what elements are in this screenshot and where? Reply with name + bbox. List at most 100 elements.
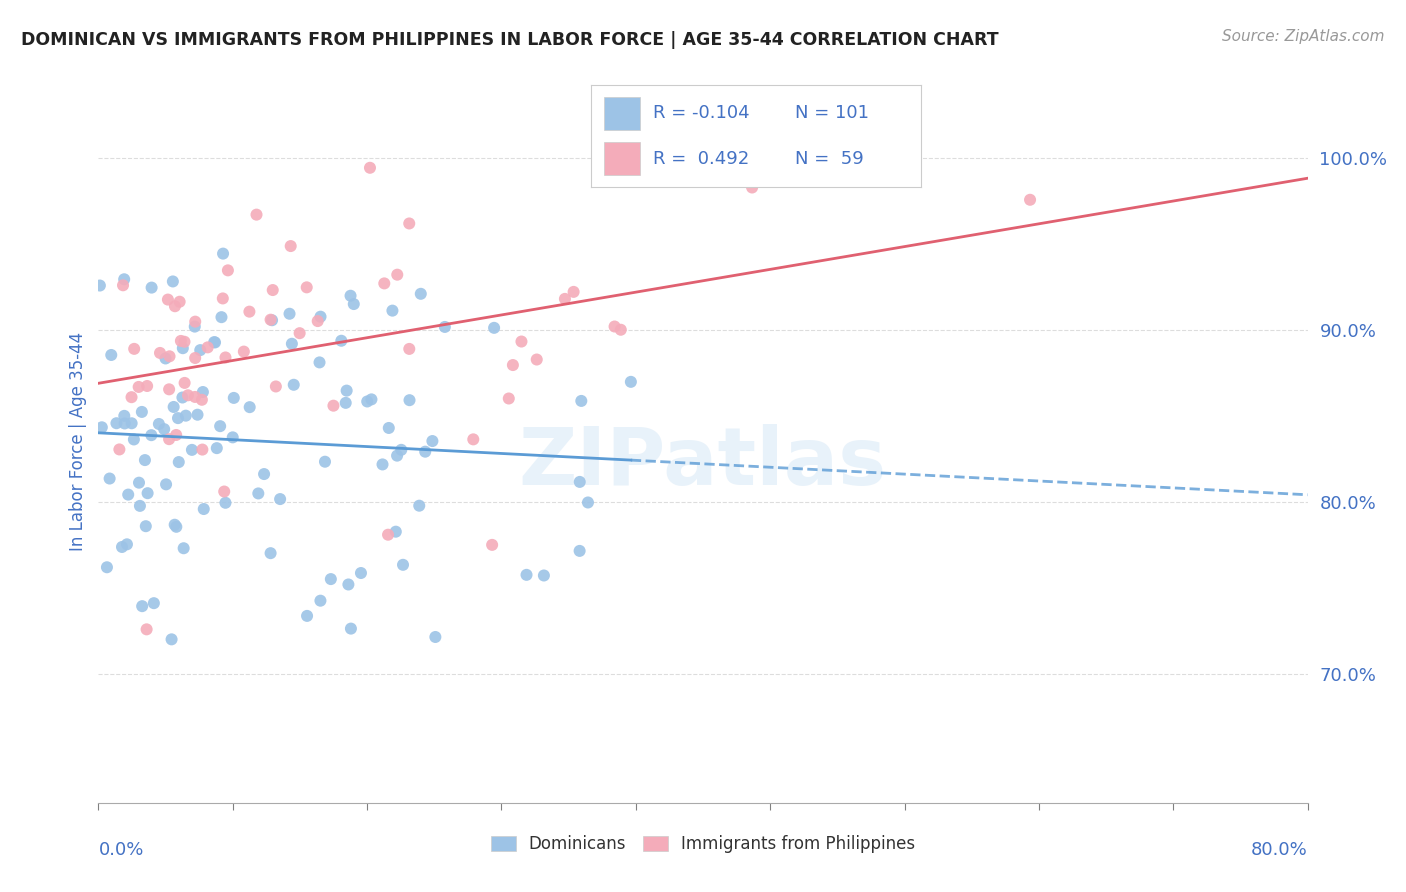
Point — [510, 334, 533, 349]
Point — [339, 289, 361, 303]
Point — [1019, 193, 1042, 207]
Point — [191, 442, 214, 457]
Point — [96, 560, 118, 574]
Point — [141, 428, 163, 442]
Point — [117, 487, 139, 501]
Point — [433, 320, 456, 334]
Point — [157, 432, 180, 446]
Point — [160, 632, 183, 647]
Point — [105, 416, 128, 430]
FancyBboxPatch shape — [603, 97, 640, 130]
Point — [100, 348, 122, 362]
Point — [173, 376, 195, 390]
Point — [239, 400, 262, 414]
Point — [121, 417, 143, 431]
Point — [165, 520, 187, 534]
Point — [288, 326, 311, 341]
Point — [568, 544, 591, 558]
Point — [330, 334, 353, 348]
Point — [153, 422, 176, 436]
Point — [378, 421, 401, 435]
Point — [159, 349, 181, 363]
Point — [371, 458, 394, 472]
Point — [526, 352, 548, 367]
Point — [295, 608, 318, 623]
Point — [184, 319, 207, 334]
Point — [322, 399, 344, 413]
Point — [350, 566, 373, 580]
Point — [214, 496, 236, 510]
Point — [533, 568, 555, 582]
Point — [191, 392, 214, 407]
Point — [387, 268, 409, 282]
Point — [568, 475, 591, 489]
Point — [149, 346, 172, 360]
Point — [264, 379, 287, 393]
Point — [114, 417, 136, 431]
Point — [214, 351, 236, 365]
Point — [162, 275, 184, 289]
Point — [174, 409, 197, 423]
Point — [184, 390, 207, 404]
Point — [165, 428, 187, 442]
Point — [129, 499, 152, 513]
Point — [98, 471, 121, 485]
Point — [112, 409, 135, 423]
Point — [377, 527, 399, 541]
Point — [502, 358, 524, 372]
Point — [148, 417, 170, 431]
Point — [204, 335, 226, 350]
Point — [343, 297, 366, 311]
Point — [337, 577, 360, 591]
Point — [108, 442, 131, 457]
Point — [356, 394, 378, 409]
Point — [309, 593, 332, 607]
Point — [385, 449, 408, 463]
Point — [554, 292, 576, 306]
Point — [122, 342, 145, 356]
Point — [741, 180, 763, 194]
Point — [90, 420, 112, 434]
Point — [155, 477, 177, 491]
Text: N = 101: N = 101 — [796, 104, 869, 122]
Point — [167, 411, 190, 425]
Point — [141, 280, 163, 294]
Point — [122, 433, 145, 447]
Point — [259, 312, 281, 326]
Point — [389, 442, 412, 457]
Text: R = -0.104: R = -0.104 — [654, 104, 749, 122]
Point — [481, 538, 503, 552]
Point — [112, 272, 135, 286]
Point — [115, 537, 138, 551]
Point — [260, 313, 283, 327]
Point — [157, 382, 180, 396]
Point — [205, 441, 228, 455]
Point — [211, 310, 233, 325]
Point — [314, 455, 336, 469]
Point — [184, 315, 207, 329]
Point — [184, 351, 207, 365]
Point — [172, 391, 194, 405]
Point — [620, 375, 643, 389]
Point — [181, 442, 204, 457]
Point — [247, 486, 270, 500]
Point — [155, 351, 177, 366]
Point — [167, 455, 190, 469]
Point — [173, 541, 195, 556]
Point — [142, 596, 165, 610]
Point — [217, 263, 239, 277]
Text: Source: ZipAtlas.com: Source: ZipAtlas.com — [1222, 29, 1385, 44]
Point — [269, 492, 291, 507]
Point — [111, 540, 134, 554]
Point — [202, 335, 225, 350]
Point — [135, 519, 157, 533]
Point — [562, 285, 585, 299]
Point — [238, 304, 260, 318]
Point — [576, 495, 599, 509]
Point — [222, 391, 245, 405]
Point — [359, 161, 381, 175]
Point — [128, 380, 150, 394]
Point — [156, 293, 179, 307]
Point — [169, 294, 191, 309]
Point — [177, 388, 200, 402]
